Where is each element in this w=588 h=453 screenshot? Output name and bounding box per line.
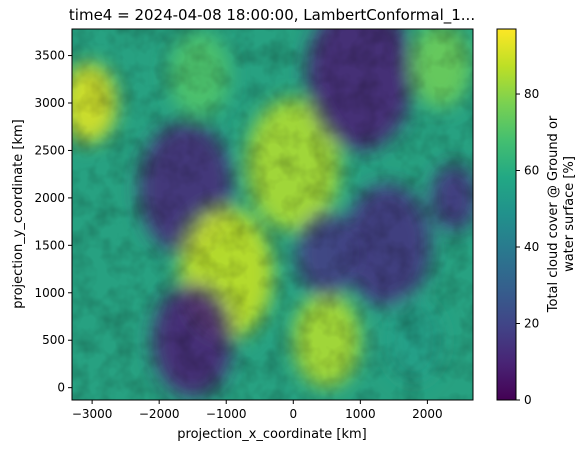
x-tick-label: 2000 (412, 407, 443, 421)
colorbar-tick-label: 40 (524, 240, 539, 254)
colorbar-label-line2: water surface [%] (562, 156, 577, 272)
colorbar-frame (496, 28, 517, 401)
y-tick-label: 1000 (34, 286, 65, 300)
y-tick-label: 3000 (34, 96, 65, 110)
texture-overlay (72, 29, 473, 400)
colorbar-tick-label: 20 (524, 317, 539, 331)
x-tick-label: −1000 (206, 407, 247, 421)
x-tick-label: 1000 (345, 407, 376, 421)
y-axis-label: projection_y_coordinate [km] (11, 119, 26, 308)
y-tick-label: 1500 (34, 238, 65, 252)
x-tick-label: −3000 (72, 407, 113, 421)
colorbar-ticks: 0 20 40 60 80 (516, 87, 539, 407)
y-tick-label: 3500 (34, 49, 65, 63)
colorbar-label-line1: Total cloud cover @ Ground or (546, 115, 561, 313)
y-tick-label: 2500 (34, 143, 65, 157)
y-tick-label: 0 (57, 381, 65, 395)
x-axis: −3000 −2000 −1000 0 1000 2000 (72, 400, 443, 421)
plot-frame (71, 28, 474, 401)
colorbar-tick-label: 0 (524, 393, 532, 407)
x-axis-label: projection_x_coordinate [km] (177, 427, 366, 442)
colorbar-gradient (497, 29, 516, 400)
chart-title: time4 = 2024-04-08 18:00:00, LambertConf… (69, 6, 475, 25)
y-tick-label: 500 (42, 333, 65, 347)
colorbar-tick-label: 60 (524, 164, 539, 178)
x-tick-label: 0 (289, 407, 297, 421)
y-axis: 0 500 1000 1500 2000 2500 3000 3500 (34, 49, 72, 395)
plot-area (72, 29, 473, 400)
y-tick-label: 2000 (34, 191, 65, 205)
x-tick-label: −2000 (139, 407, 180, 421)
colorbar-tick-label: 80 (524, 87, 539, 101)
